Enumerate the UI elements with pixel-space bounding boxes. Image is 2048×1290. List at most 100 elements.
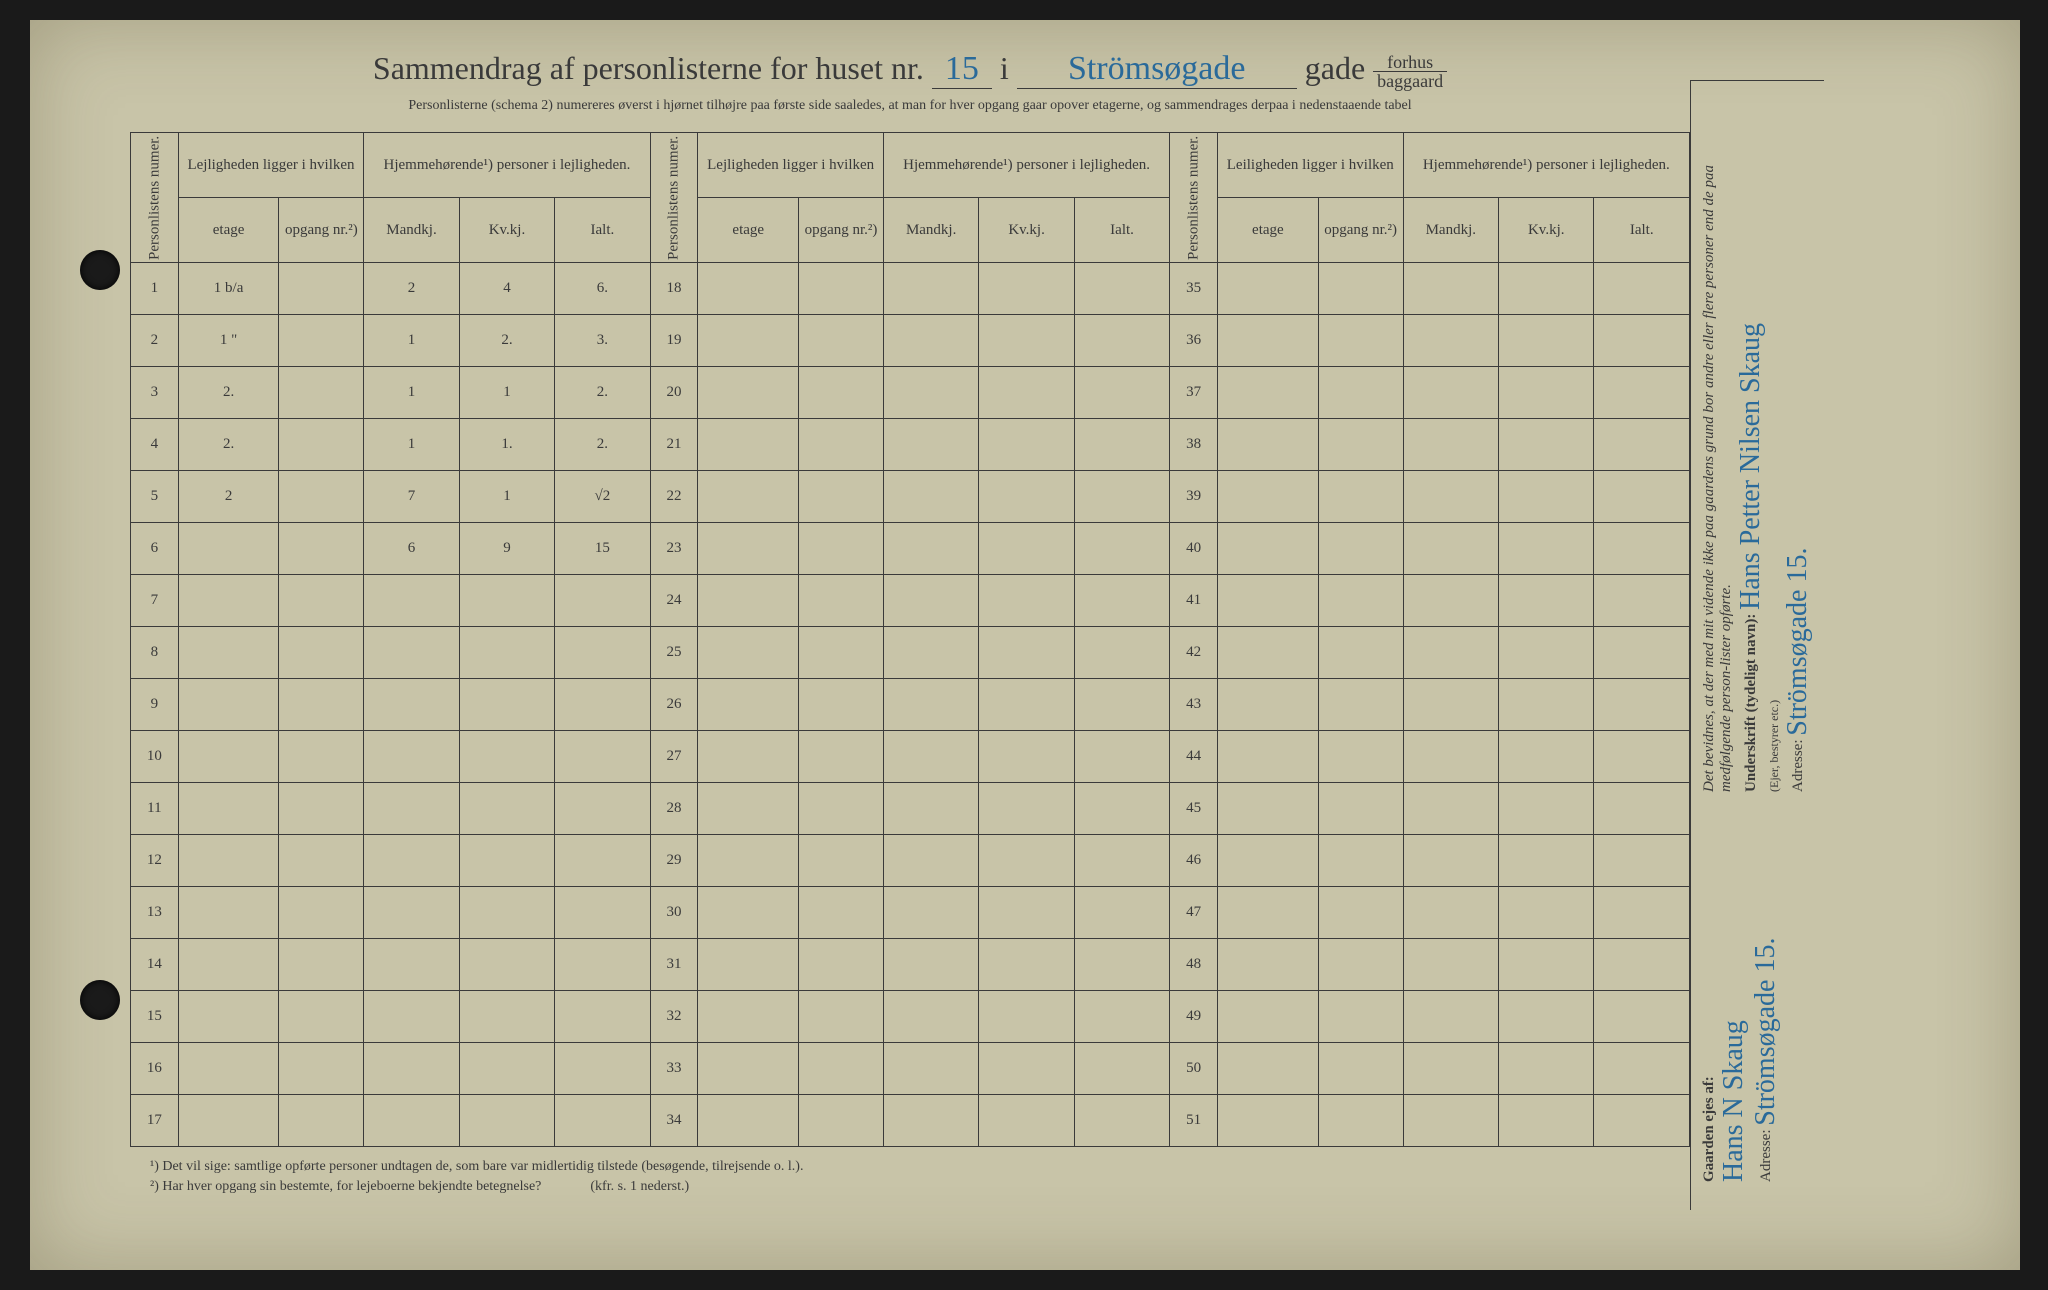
data-cell <box>459 939 554 991</box>
col-etage: etage <box>178 198 279 263</box>
col-lejligheden: Lejligheden ligger i hvilken <box>178 133 364 198</box>
data-cell <box>698 367 799 419</box>
data-cell <box>1403 419 1498 471</box>
data-cell <box>1499 419 1594 471</box>
data-cell <box>279 263 364 315</box>
data-cell <box>279 627 364 679</box>
data-cell <box>883 991 978 1043</box>
data-cell <box>459 679 554 731</box>
data-cell <box>1218 575 1319 627</box>
data-cell <box>178 887 279 939</box>
footnote-2-ref: (kfr. s. 1 nederst.) <box>590 1179 689 1194</box>
data-cell <box>364 939 459 991</box>
col-leiligheden: Leiligheden ligger i hvilken <box>1218 133 1404 198</box>
data-cell <box>1074 419 1169 471</box>
table-row: 92643 <box>131 679 1690 731</box>
data-cell <box>279 783 364 835</box>
data-cell <box>279 1043 364 1095</box>
data-cell <box>799 367 884 419</box>
data-cell <box>799 315 884 367</box>
table-row: 21 "12.3.1936 <box>131 315 1690 367</box>
data-cell <box>883 887 978 939</box>
data-cell: 1 <box>364 419 459 471</box>
data-cell <box>883 679 978 731</box>
data-cell: 9 <box>459 523 554 575</box>
table-row: 163350 <box>131 1043 1690 1095</box>
data-cell <box>1499 523 1594 575</box>
data-cell: 1 <box>459 471 554 523</box>
data-cell <box>364 679 459 731</box>
data-cell <box>799 679 884 731</box>
gade-label: gade <box>1305 50 1365 86</box>
data-cell <box>1499 575 1594 627</box>
data-cell: 1 <box>459 367 554 419</box>
page-title: Sammendrag af personlisterne for huset n… <box>130 50 1690 90</box>
row-number: 5 <box>131 471 179 523</box>
adresse-line: Adresse: Strömsøgade 15. <box>1782 109 1814 792</box>
frac-bot: baggaard <box>1373 72 1447 90</box>
data-cell: 4 <box>459 263 554 315</box>
title-prefix: Sammendrag af personlisterne for huset n… <box>373 50 924 86</box>
table-row: 32.112.2037 <box>131 367 1690 419</box>
data-cell <box>279 471 364 523</box>
row-number: 19 <box>650 315 698 367</box>
data-cell <box>1403 627 1498 679</box>
data-cell <box>1318 627 1403 679</box>
row-number: 46 <box>1170 835 1218 887</box>
col-hjemmehorende: Hjemmehørende¹) personer i lejligheden. <box>883 133 1169 198</box>
data-cell <box>1499 731 1594 783</box>
data-cell <box>1074 263 1169 315</box>
row-number: 48 <box>1170 939 1218 991</box>
footnote-1: ¹) Det vil sige: samtlige opførte person… <box>150 1159 1690 1175</box>
data-cell <box>1594 991 1690 1043</box>
data-cell <box>555 835 650 887</box>
data-cell <box>1218 887 1319 939</box>
col-kvkj: Kv.kj. <box>979 198 1074 263</box>
col-opgang: opgang nr.²) <box>799 198 884 263</box>
data-cell <box>1594 783 1690 835</box>
data-cell <box>698 523 799 575</box>
data-cell <box>698 991 799 1043</box>
data-cell <box>1594 731 1690 783</box>
data-cell <box>1218 835 1319 887</box>
data-cell <box>178 991 279 1043</box>
data-cell <box>698 887 799 939</box>
col-etage: etage <box>698 198 799 263</box>
data-cell <box>364 991 459 1043</box>
punch-hole <box>80 980 120 1020</box>
row-number: 43 <box>1170 679 1218 731</box>
frac-top: forhus <box>1373 53 1447 72</box>
data-cell <box>883 367 978 419</box>
data-cell <box>883 783 978 835</box>
data-cell <box>1499 1043 1594 1095</box>
data-cell <box>799 887 884 939</box>
data-cell <box>1318 315 1403 367</box>
data-cell <box>1318 679 1403 731</box>
data-cell <box>799 627 884 679</box>
data-cell <box>555 575 650 627</box>
data-cell <box>1403 783 1498 835</box>
data-cell <box>178 939 279 991</box>
data-cell <box>1499 991 1594 1043</box>
col-lejligheden: Lejligheden ligger i hvilken <box>698 133 884 198</box>
data-cell <box>1074 991 1169 1043</box>
data-cell <box>883 263 978 315</box>
data-cell <box>1218 1043 1319 1095</box>
adresse-label: Adresse: <box>1790 740 1806 793</box>
row-number: 27 <box>650 731 698 783</box>
data-cell <box>883 835 978 887</box>
data-cell <box>1318 471 1403 523</box>
data-cell <box>1594 887 1690 939</box>
data-cell <box>1499 471 1594 523</box>
data-cell <box>279 419 364 471</box>
col-mandkj: Mandkj. <box>1403 198 1498 263</box>
row-number: 40 <box>1170 523 1218 575</box>
table-row: 112845 <box>131 783 1690 835</box>
data-cell <box>364 783 459 835</box>
data-cell <box>178 1095 279 1147</box>
table-row: 42.11.2.2138 <box>131 419 1690 471</box>
data-cell <box>1318 419 1403 471</box>
data-cell: √2 <box>555 471 650 523</box>
row-number: 17 <box>131 1095 179 1147</box>
data-cell <box>1403 887 1498 939</box>
